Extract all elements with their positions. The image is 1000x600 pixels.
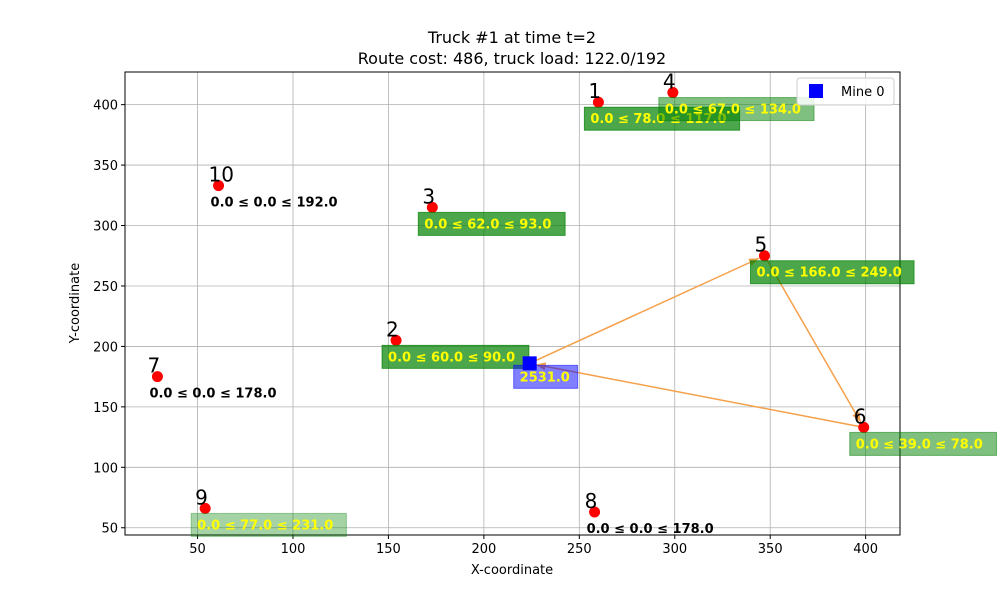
- node-id-label-7: 7: [147, 354, 160, 378]
- node-id-label-9: 9: [195, 485, 208, 509]
- node-point-5: [758, 250, 770, 262]
- node-point-1: [592, 96, 604, 108]
- y-tick-label: 100: [93, 461, 118, 476]
- node-point-7: [151, 371, 163, 383]
- legend-marker-mine: [809, 84, 823, 98]
- x-tick-label: 250: [567, 542, 592, 557]
- chart-title-line2: Route cost: 486, truck load: 122.0/192: [358, 49, 666, 68]
- legend-label-mine: Mine 0: [841, 85, 884, 100]
- node-info-label-3: 0.0 ≤ 62.0 ≤ 93.0: [424, 217, 551, 232]
- y-tick-label: 250: [93, 280, 118, 295]
- node-point-9: [199, 502, 211, 514]
- node-id-label-4: 4: [663, 70, 676, 94]
- y-tick-label: 50: [101, 522, 118, 537]
- node-point-8: [589, 506, 601, 518]
- y-axis-label: Y-coordinate: [68, 263, 83, 344]
- node-info-box-6: [849, 431, 998, 456]
- node-info-box-3: [417, 211, 566, 236]
- node-id-label-1: 1: [588, 79, 601, 103]
- node-info-label-7: 0.0 ≤ 0.0 ≤ 178.0: [149, 387, 276, 402]
- node-info-label-10: 0.0 ≤ 0.0 ≤ 192.0: [211, 196, 338, 211]
- x-tick-label: 50: [189, 542, 206, 557]
- x-tick-label: 300: [662, 542, 687, 557]
- node-id-label-3: 3: [422, 184, 435, 208]
- x-tick-label: 200: [471, 542, 496, 557]
- legend: Mine 0: [796, 77, 895, 106]
- y-tick-label: 150: [93, 401, 118, 416]
- x-axis-label: X-coordinate: [471, 563, 553, 578]
- x-tick-label: 100: [281, 542, 306, 557]
- node-point-3: [426, 201, 438, 213]
- node-id-label-2: 2: [386, 317, 399, 341]
- node-info-label-5: 0.0 ≤ 166.0 ≤ 249.0: [756, 266, 901, 281]
- x-tick-label: 400: [853, 542, 878, 557]
- node-info-box-4: [658, 97, 815, 122]
- node-info-label-4: 0.0 ≤ 67.0 ≤ 134.0: [665, 103, 801, 118]
- x-tick-label: 150: [376, 542, 401, 557]
- route-arrow: [529, 257, 760, 365]
- grid: [125, 72, 900, 535]
- data-points: 10.0 ≤ 78.0 ≤ 117.020.0 ≤ 60.0 ≤ 90.030.…: [147, 70, 998, 537]
- node-point-4: [667, 87, 679, 99]
- node-point-6: [858, 421, 870, 433]
- node-info-box-5: [749, 260, 915, 285]
- node-info-box-9: [190, 512, 347, 537]
- mine-info-box: [513, 364, 579, 389]
- y-tick-label: 200: [93, 340, 118, 355]
- mine-info-label: 2531.0: [520, 370, 570, 385]
- chart-title-line1: Truck #1 at time t=2: [427, 28, 596, 47]
- node-info-label-8: 0.0 ≤ 0.0 ≤ 178.0: [587, 522, 714, 537]
- axes: 50 100 150 200 250 300 350 400 50 100 150 200 250 300…: [93, 71, 901, 557]
- y-tick-label: 350: [93, 159, 118, 174]
- node-id-label-5: 5: [754, 233, 767, 257]
- plot-frame: [124, 71, 901, 536]
- y-tick-label: 400: [93, 99, 118, 114]
- route-arrow: [535, 363, 864, 429]
- node-point-2: [390, 334, 402, 346]
- route-arrowhead: [852, 411, 861, 423]
- node-info-label-6: 0.0 ≤ 39.0 ≤ 78.0: [856, 437, 983, 452]
- node-point-10: [213, 180, 225, 192]
- y-tick-label: 300: [93, 220, 118, 235]
- node-info-label-9: 0.0 ≤ 77.0 ≤ 231.0: [197, 518, 333, 533]
- node-id-label-10: 10: [209, 163, 234, 187]
- x-tick-label: 350: [758, 542, 783, 557]
- node-id-label-8: 8: [585, 489, 598, 513]
- node-id-label-6: 6: [854, 404, 867, 428]
- node-info-label-2: 0.0 ≤ 60.0 ≤ 90.0: [388, 350, 515, 365]
